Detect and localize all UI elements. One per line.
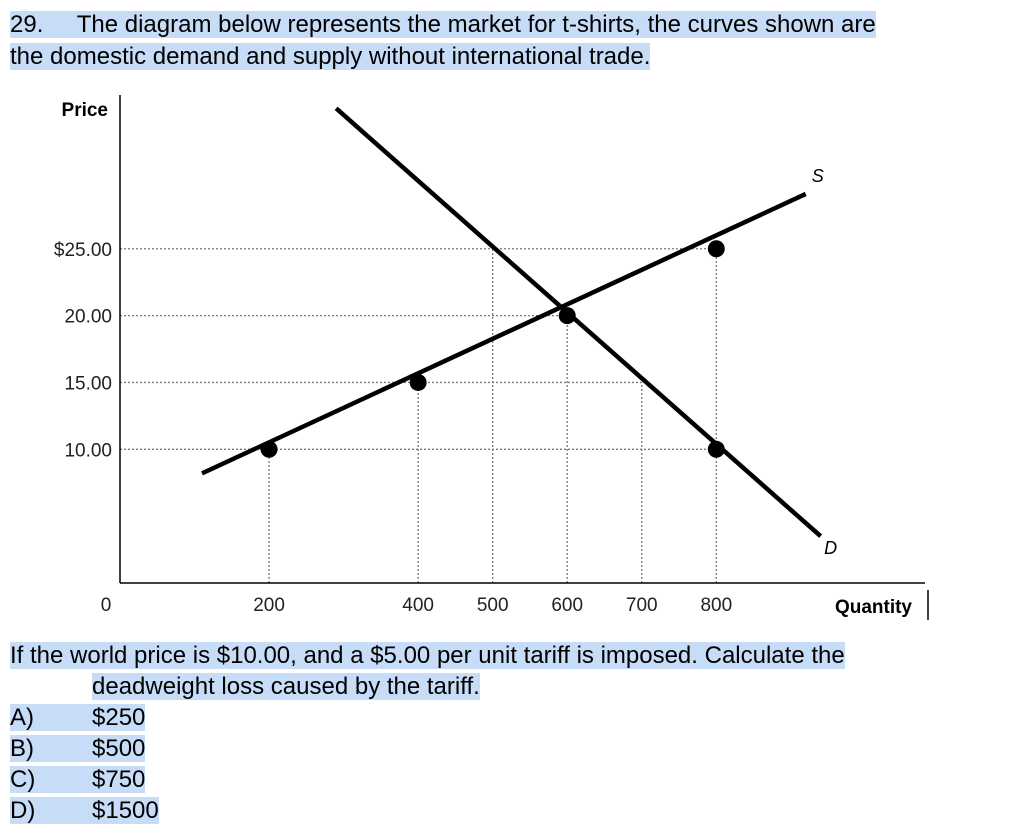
y-tick-labels: 10.00 15.00 20.00 $25.00	[54, 240, 112, 462]
question-intro-2: the domestic demand and supply without i…	[10, 43, 651, 70]
option-d[interactable]: D) $1500	[10, 796, 159, 826]
option-b[interactable]: B) $500	[10, 734, 146, 764]
option-d-letter: D)	[10, 797, 36, 824]
option-a[interactable]: A) $250	[10, 703, 146, 733]
guide-lines	[120, 248, 717, 583]
curves: SD	[201, 106, 837, 558]
y-tick-0: 10.00	[64, 440, 112, 461]
prompt-text-1: If the world price is $10.00, and a $5.0…	[10, 642, 845, 669]
y-tick-2: 20.00	[64, 307, 112, 328]
x-tick-labels: 0 200 400 500 600 700 800	[101, 595, 732, 616]
x-tick-5: 700	[626, 595, 658, 616]
question-line-1: 29. The diagram below represents the mar…	[10, 10, 876, 40]
point-2	[558, 307, 576, 325]
x-tick-2: 400	[402, 595, 434, 616]
option-c-letter: C)	[10, 766, 36, 793]
option-a-letter: A)	[10, 704, 34, 731]
supply-label: S	[812, 166, 824, 186]
point-3	[707, 240, 725, 258]
question-number: 29.	[10, 11, 44, 38]
demand-label: D	[824, 538, 837, 558]
supply-demand-chart: Price Quantity 10.00 15.00 20.00 $25.00 0 20…	[54, 95, 929, 620]
x-tick-1: 200	[253, 595, 285, 616]
highlighted-points	[260, 240, 725, 458]
axes	[119, 95, 929, 620]
point-0	[260, 440, 278, 458]
supply-curve	[201, 191, 807, 476]
option-b-text: $500	[92, 735, 146, 762]
x-tick-4: 600	[551, 595, 583, 616]
x-tick-0: 0	[101, 595, 112, 616]
option-b-letter: B)	[10, 735, 34, 762]
y-axis-title: Price	[62, 100, 108, 121]
option-d-text: $1500	[92, 797, 159, 824]
prompt-text-2: deadweight loss caused by the tariff.	[92, 673, 480, 700]
point-1	[409, 373, 427, 391]
option-c-text: $750	[92, 766, 146, 793]
prompt-line-1: If the world price is $10.00, and a $5.0…	[10, 641, 845, 671]
point-4	[707, 440, 725, 458]
x-tick-3: 500	[477, 595, 509, 616]
y-tick-3: $25.00	[54, 240, 112, 261]
demand-curve	[334, 106, 823, 538]
question-intro-1: The diagram below represents the market …	[76, 11, 876, 38]
prompt-line-2: deadweight loss caused by the tariff.	[92, 672, 480, 702]
x-axis-title: Quantity	[835, 597, 912, 618]
option-a-text: $250	[92, 704, 146, 731]
x-tick-6: 800	[700, 595, 732, 616]
option-c[interactable]: C) $750	[10, 765, 146, 795]
y-tick-1: 15.00	[64, 373, 112, 394]
question-line-2: the domestic demand and supply without i…	[10, 42, 651, 72]
